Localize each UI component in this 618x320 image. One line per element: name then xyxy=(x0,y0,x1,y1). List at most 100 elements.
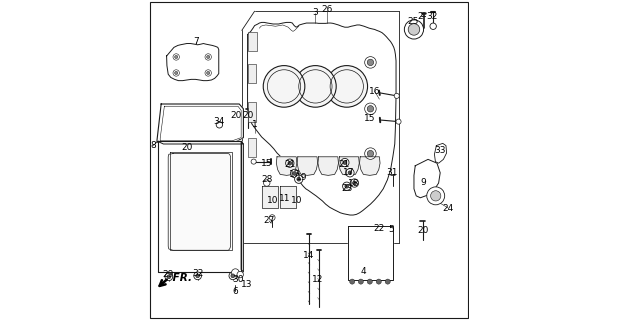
Circle shape xyxy=(173,54,179,60)
Circle shape xyxy=(350,179,358,187)
Circle shape xyxy=(342,182,351,190)
Text: 8: 8 xyxy=(150,141,156,150)
Circle shape xyxy=(205,54,211,60)
Polygon shape xyxy=(170,152,232,250)
Circle shape xyxy=(367,59,374,66)
Circle shape xyxy=(175,55,178,59)
Text: 4: 4 xyxy=(360,268,366,276)
Polygon shape xyxy=(168,154,231,250)
Circle shape xyxy=(237,271,243,278)
Polygon shape xyxy=(167,44,219,81)
Polygon shape xyxy=(360,157,380,175)
Text: 33: 33 xyxy=(434,146,446,155)
Polygon shape xyxy=(262,186,278,208)
Text: 32: 32 xyxy=(192,269,203,278)
Circle shape xyxy=(263,180,270,186)
Polygon shape xyxy=(434,143,447,163)
Circle shape xyxy=(404,20,423,39)
Polygon shape xyxy=(280,186,296,208)
Circle shape xyxy=(165,273,172,281)
Text: 10: 10 xyxy=(268,196,279,204)
Circle shape xyxy=(167,275,171,279)
Bar xyxy=(248,64,256,83)
Text: 1: 1 xyxy=(252,120,258,129)
Polygon shape xyxy=(158,141,243,144)
Text: 28: 28 xyxy=(261,175,273,184)
Text: 10: 10 xyxy=(291,196,303,204)
Circle shape xyxy=(365,148,376,159)
Polygon shape xyxy=(241,141,243,272)
Polygon shape xyxy=(158,141,241,272)
Text: 23: 23 xyxy=(341,184,352,193)
Text: 17: 17 xyxy=(343,168,355,177)
Circle shape xyxy=(286,159,294,167)
Circle shape xyxy=(206,55,210,59)
Circle shape xyxy=(263,66,305,107)
Circle shape xyxy=(431,191,441,201)
Text: 6: 6 xyxy=(232,287,238,296)
Text: 21: 21 xyxy=(339,160,350,169)
Circle shape xyxy=(206,71,210,75)
Text: 2: 2 xyxy=(418,12,423,20)
Circle shape xyxy=(346,169,354,177)
Circle shape xyxy=(343,161,347,164)
Text: FR.: FR. xyxy=(169,273,192,283)
Polygon shape xyxy=(318,157,339,175)
Circle shape xyxy=(326,66,368,107)
Text: 27: 27 xyxy=(263,216,274,225)
Text: 26: 26 xyxy=(321,5,332,14)
Polygon shape xyxy=(414,159,440,198)
Circle shape xyxy=(229,272,237,280)
Bar xyxy=(248,138,256,157)
Polygon shape xyxy=(160,106,241,141)
Circle shape xyxy=(290,169,298,178)
Text: 7: 7 xyxy=(193,37,199,46)
Circle shape xyxy=(231,274,235,278)
Circle shape xyxy=(365,57,376,68)
Polygon shape xyxy=(297,157,318,175)
Circle shape xyxy=(367,106,374,112)
Polygon shape xyxy=(248,22,396,215)
Circle shape xyxy=(430,23,436,29)
Circle shape xyxy=(232,269,239,276)
Text: 20: 20 xyxy=(182,143,193,152)
Circle shape xyxy=(196,274,200,278)
Text: 34: 34 xyxy=(214,117,225,126)
Text: 22: 22 xyxy=(373,224,384,233)
Circle shape xyxy=(341,158,349,167)
Text: 18: 18 xyxy=(348,180,360,188)
Polygon shape xyxy=(348,226,393,280)
Text: 20: 20 xyxy=(242,111,254,120)
Circle shape xyxy=(367,279,373,284)
Circle shape xyxy=(205,70,211,76)
Circle shape xyxy=(216,122,222,128)
Text: 32: 32 xyxy=(426,12,438,20)
Bar xyxy=(248,102,256,122)
Circle shape xyxy=(376,279,381,284)
Text: 9: 9 xyxy=(421,178,426,187)
Text: 20: 20 xyxy=(417,226,429,235)
Circle shape xyxy=(358,279,363,284)
Circle shape xyxy=(194,272,201,280)
Circle shape xyxy=(350,279,355,284)
Circle shape xyxy=(396,119,401,124)
Circle shape xyxy=(348,171,352,175)
Text: 29: 29 xyxy=(163,270,174,279)
Text: 15: 15 xyxy=(364,114,376,123)
Circle shape xyxy=(173,70,179,76)
Circle shape xyxy=(345,184,349,188)
Circle shape xyxy=(295,66,336,107)
Circle shape xyxy=(367,150,374,157)
Text: 30: 30 xyxy=(232,276,243,284)
Circle shape xyxy=(408,24,420,35)
Text: 13: 13 xyxy=(241,280,253,289)
Text: 15: 15 xyxy=(261,159,273,168)
Polygon shape xyxy=(157,104,243,142)
Circle shape xyxy=(251,159,256,164)
Text: 12: 12 xyxy=(312,276,324,284)
Circle shape xyxy=(288,161,292,165)
Circle shape xyxy=(295,175,303,183)
Text: 11: 11 xyxy=(279,194,290,203)
Circle shape xyxy=(269,215,275,220)
Circle shape xyxy=(175,71,178,75)
